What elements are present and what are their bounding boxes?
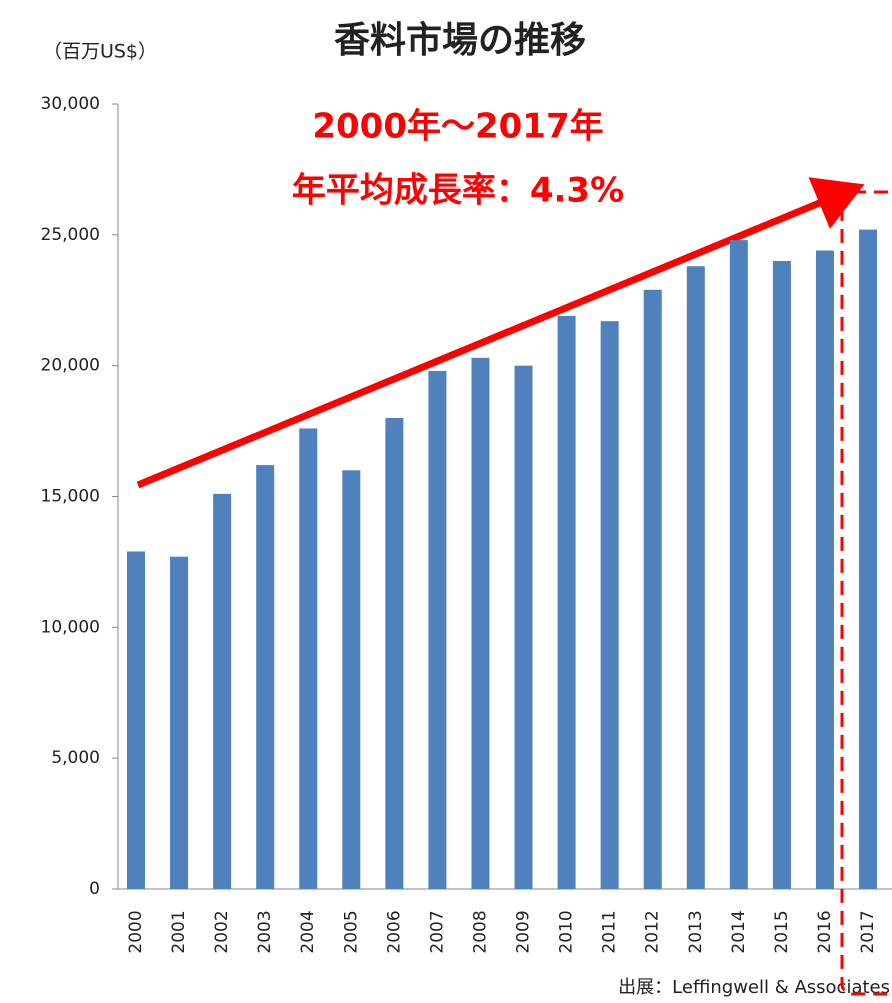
x-tick-label: 2017 [858, 910, 878, 953]
chart-title: 香料市場の推移 [334, 20, 586, 61]
x-tick-label: 2013 [686, 910, 706, 953]
y-tick-label: 5,000 [51, 748, 100, 768]
bar [127, 551, 145, 889]
trend-arrow [136, 177, 865, 489]
x-tick-label: 2010 [557, 910, 577, 953]
x-tick-label: 2011 [600, 910, 620, 953]
x-tick-label: 2003 [255, 910, 275, 953]
bar [428, 370, 447, 889]
x-tick-label: 2004 [298, 910, 318, 953]
y-tick-label: 30,000 [41, 94, 100, 114]
x-tick-label: 2008 [470, 910, 490, 953]
bar [859, 229, 878, 890]
annotation: 年平均成長率：4.3% [292, 171, 624, 211]
x-tick-label: 2012 [643, 910, 663, 953]
bar [256, 465, 275, 889]
x-tick-label: 2015 [772, 910, 792, 953]
bar [342, 470, 361, 889]
x-tick-label: 2016 [815, 910, 835, 953]
bar [686, 266, 705, 889]
x-tick-label: 2006 [384, 910, 404, 953]
bar [471, 357, 490, 890]
x-tick-label: 2007 [427, 910, 447, 953]
y-axis-label: （百万US$） [43, 41, 157, 63]
bar [643, 289, 662, 889]
source-note: 出展：Leffingwell & Associates [618, 977, 890, 998]
bar [815, 250, 834, 890]
x-tick-label: 2005 [341, 910, 361, 953]
x-tick-label: 2002 [212, 910, 232, 953]
bar [729, 240, 748, 890]
bar [170, 556, 189, 889]
bar [600, 321, 619, 889]
bar [385, 418, 404, 889]
x-tick-label: 2000 [126, 910, 146, 953]
bar [299, 428, 318, 889]
y-tick-label: 15,000 [41, 487, 100, 507]
y-tick-label: 20,000 [41, 356, 100, 376]
x-tick-label: 2001 [169, 910, 189, 953]
bar [772, 261, 791, 889]
bar [514, 365, 533, 890]
y-tick-label: 25,000 [41, 225, 100, 245]
y-tick-label: 0 [89, 879, 100, 899]
y-tick-label: 10,000 [41, 617, 100, 637]
bar [213, 493, 232, 889]
bar [557, 315, 576, 889]
x-tick-label: 2014 [729, 910, 749, 953]
x-tick-label: 2009 [514, 910, 534, 953]
annotation: 2000年〜2017年 [312, 107, 603, 147]
highlight-box [840, 190, 892, 996]
